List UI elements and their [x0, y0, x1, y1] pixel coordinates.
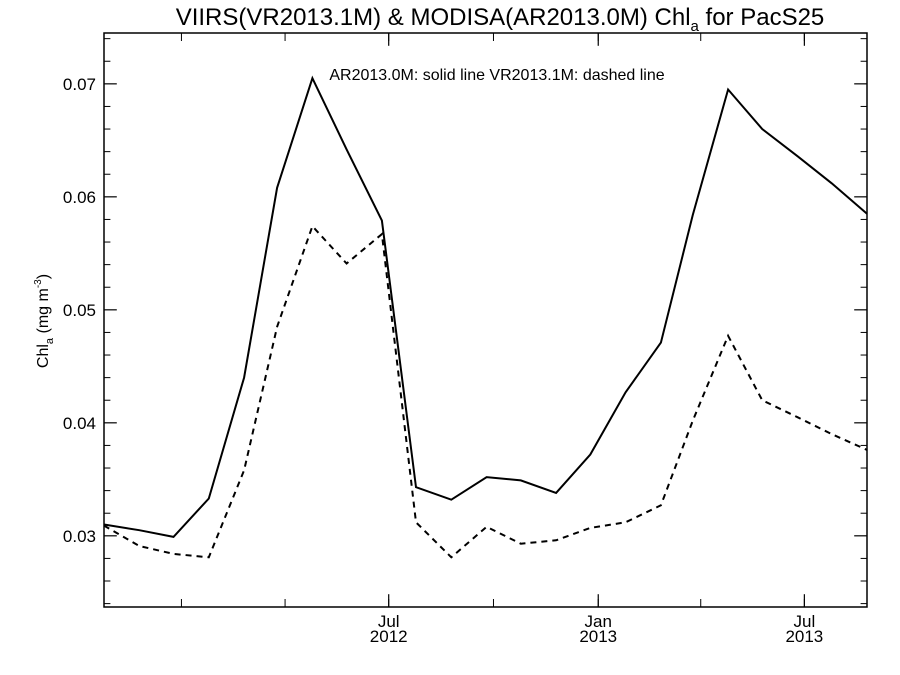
plot-frame — [103, 32, 868, 608]
axis-ticks: 0.030.040.050.060.07Jul2012Jan2013Jul201… — [63, 33, 867, 646]
line-style-annotation: AR2013.0M: solid line VR2013.1M: dashed … — [329, 67, 664, 84]
chart-title-subscript: a — [691, 18, 700, 35]
series-line-ar2013-0m — [103, 75, 868, 538]
x-tick-month-label: Jul — [378, 612, 400, 631]
y-tick-label: 0.03 — [63, 527, 96, 546]
data-series — [103, 75, 868, 559]
x-tick-month-label: Jul — [793, 612, 815, 631]
x-tick-year-label: 2012 — [370, 627, 408, 646]
y-tick-label: 0.05 — [63, 301, 96, 320]
y-tick-label: 0.07 — [63, 75, 96, 94]
y-tick-label: 0.06 — [63, 188, 96, 207]
x-tick-year-label: 2013 — [785, 627, 823, 646]
series-line-vr2013-1m — [103, 224, 868, 559]
chart-title: VIIRS(VR2013.1M) & MODISA(AR2013.0M) Chl… — [176, 4, 825, 35]
y-axis-label: Chla (mg m-3) — [33, 274, 56, 368]
x-tick-month-label: Jan — [585, 612, 612, 631]
x-tick-year-label: 2013 — [579, 627, 617, 646]
y-tick-label: 0.04 — [63, 414, 96, 433]
